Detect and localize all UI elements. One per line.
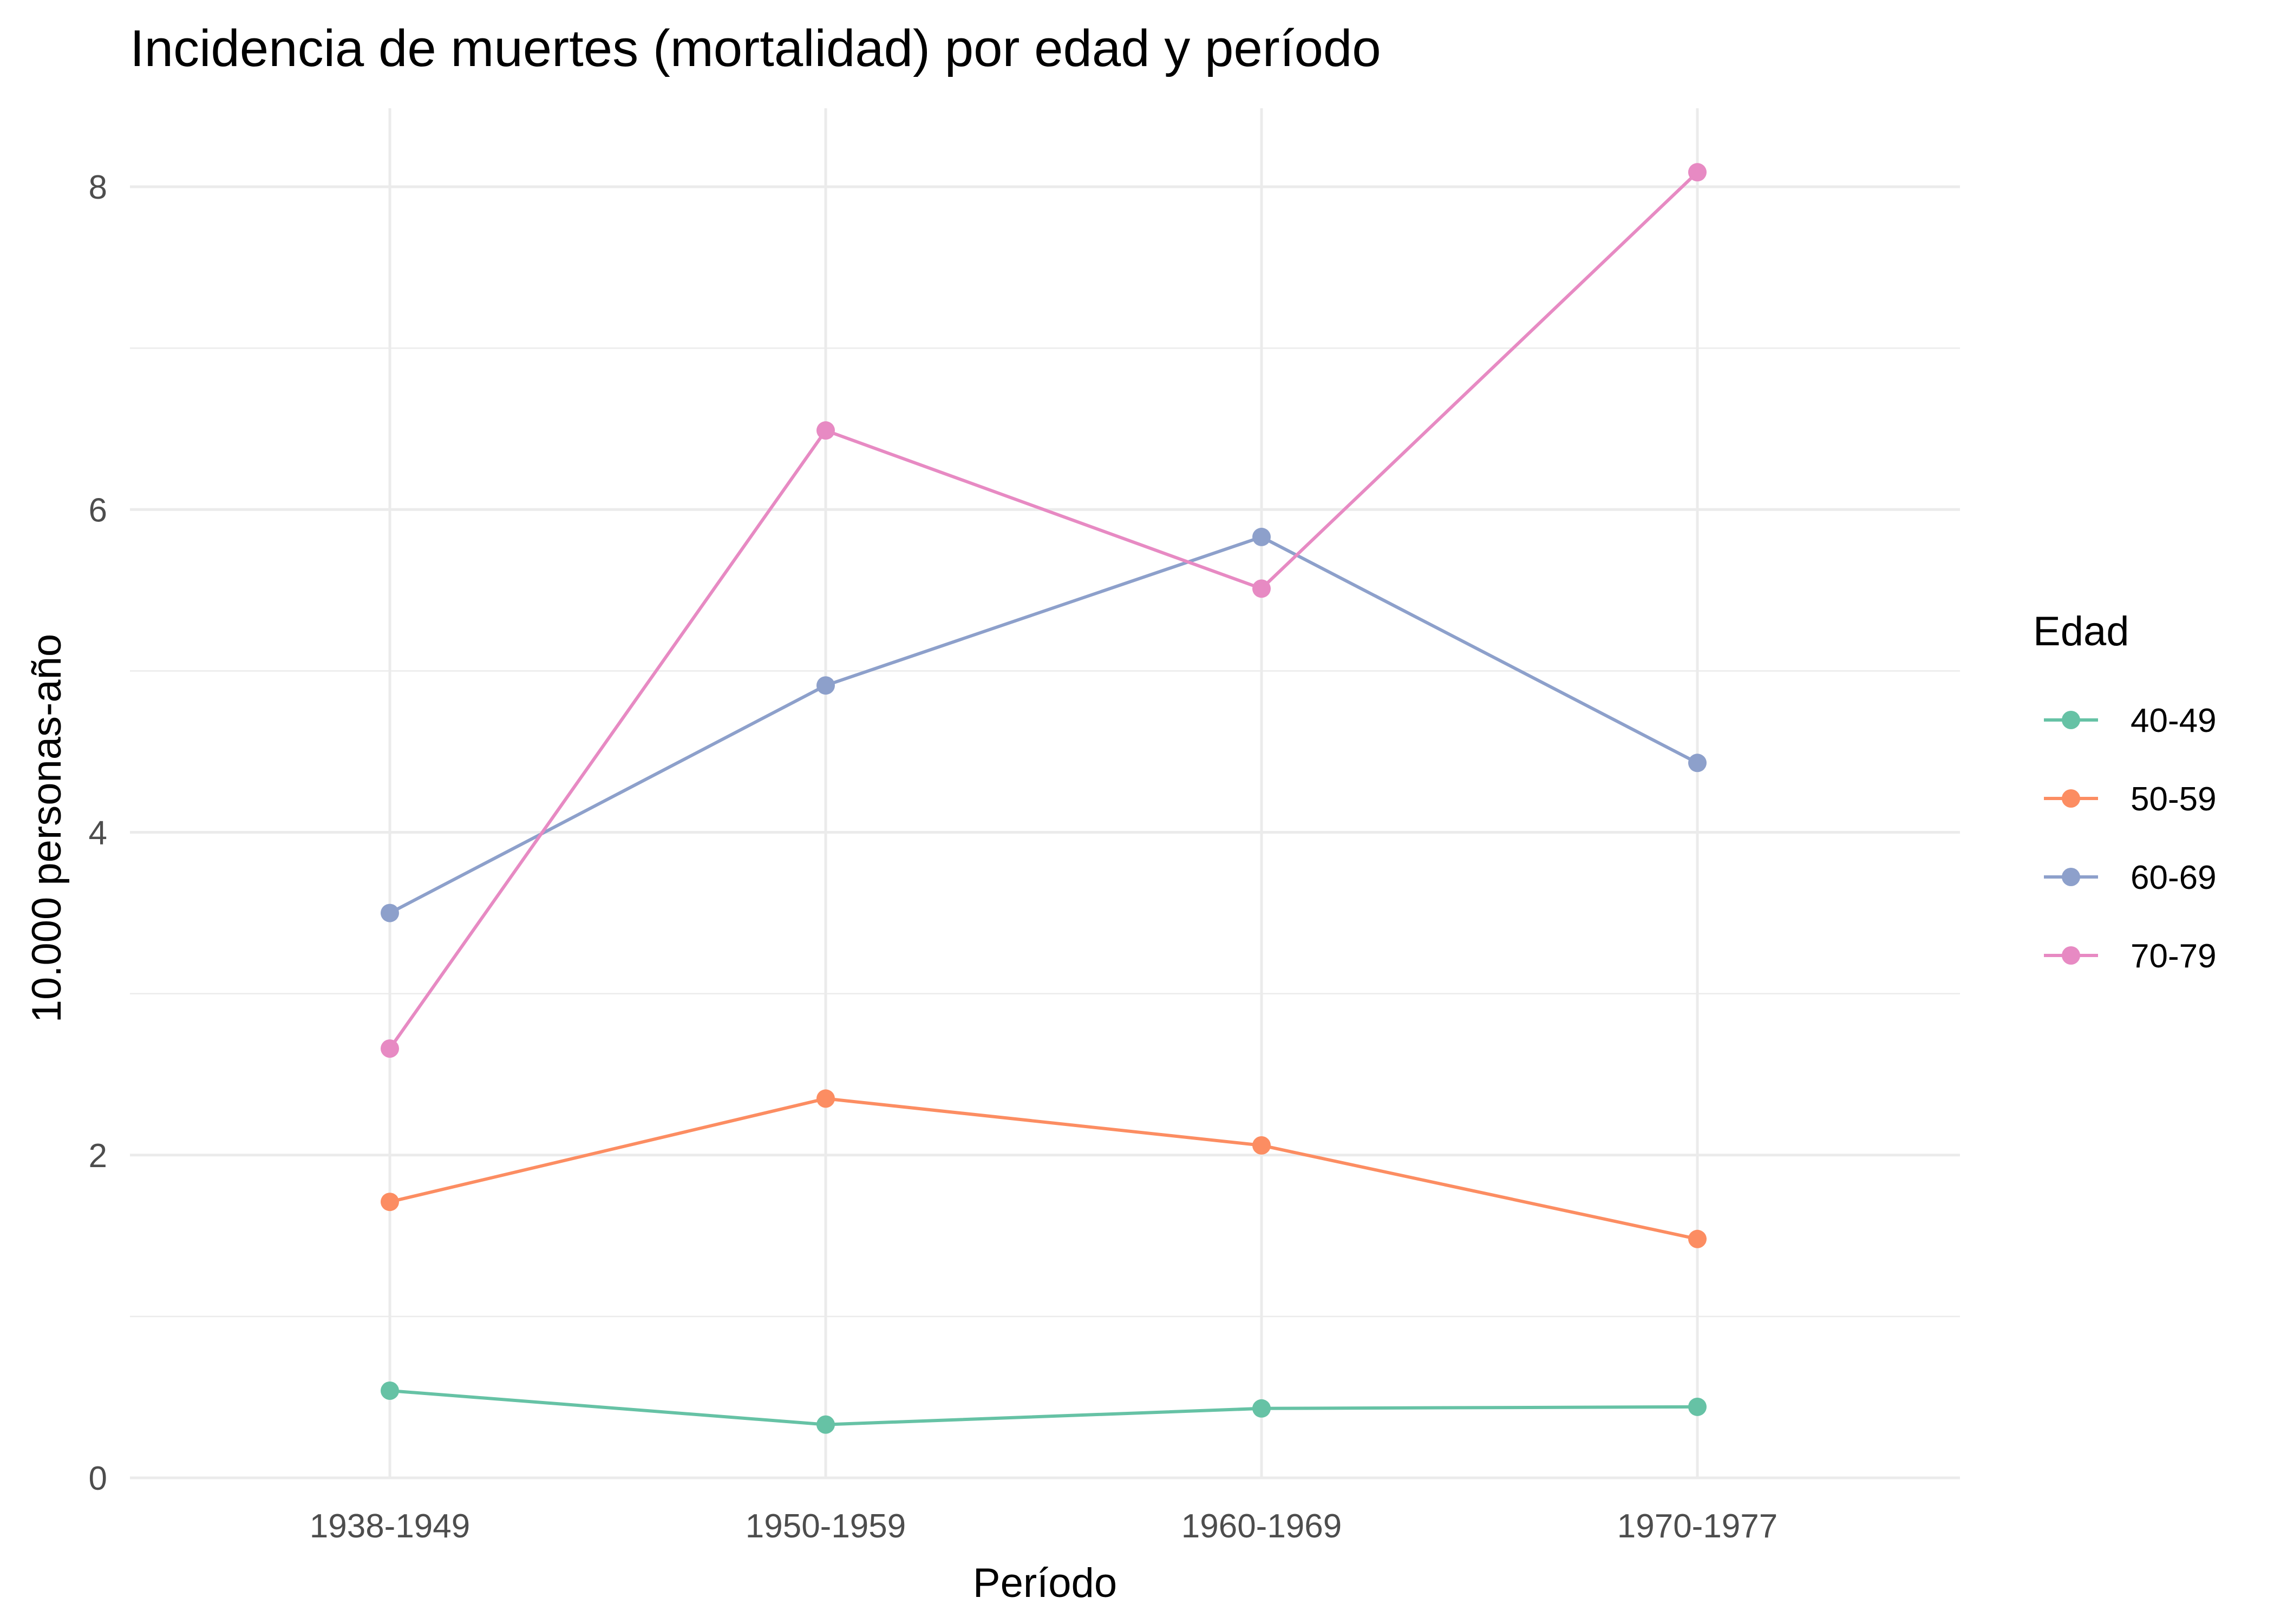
series-points (381, 163, 1707, 1434)
series-line-40-49 (389, 1389, 1698, 1426)
legend-key-point (2062, 789, 2080, 808)
chart-title: Incidencia de muertes (mortalidad) por e… (130, 19, 1381, 77)
data-point-40-49 (1252, 1399, 1271, 1418)
legend-item: 50-59 (2044, 781, 2217, 818)
series-line-50-59 (389, 1097, 1698, 1241)
legend-item: 60-69 (2044, 859, 2217, 896)
y-tick-label: 6 (89, 492, 107, 529)
legend-label: 40-49 (2131, 702, 2217, 739)
legend-label: 50-59 (2131, 781, 2217, 818)
data-point-50-59 (1252, 1136, 1271, 1155)
series-line-70-79 (388, 171, 1699, 1050)
x-tick-label: 1938-1949 (310, 1508, 471, 1545)
y-axis-title: 10.000 personas-año (24, 634, 70, 1023)
data-point-60-69 (1252, 527, 1271, 546)
grid-layer (130, 108, 1960, 1479)
y-tick-label: 4 (89, 815, 107, 852)
x-tick-label: 1950-1959 (746, 1508, 906, 1545)
data-point-50-59 (1688, 1229, 1707, 1248)
data-point-40-49 (816, 1415, 835, 1434)
legend-key-point (2062, 711, 2080, 729)
data-point-70-79 (381, 1039, 399, 1058)
series-line-60-69 (389, 535, 1698, 915)
data-point-50-59 (816, 1089, 835, 1108)
data-point-70-79 (1688, 163, 1707, 182)
legend: Edad 40-49 50-59 60-69 70-79 (2033, 608, 2217, 975)
data-point-70-79 (1252, 579, 1271, 598)
data-point-60-69 (1688, 754, 1707, 772)
x-tick-label: 1960-1969 (1181, 1508, 1342, 1545)
data-point-60-69 (381, 903, 399, 922)
legend-key-point (2062, 946, 2080, 965)
legend-label: 60-69 (2131, 859, 2217, 896)
tick-labels: 0 2 4 6 8 1938-1949 1950-1959 1960-1969 1970-197… (89, 169, 1778, 1545)
y-tick-label: 8 (89, 169, 107, 206)
series-lines (388, 171, 1699, 1426)
y-tick-label: 2 (89, 1137, 107, 1175)
x-tick-label: 1970-1977 (1617, 1508, 1778, 1545)
legend-item: 40-49 (2044, 702, 2217, 739)
data-point-70-79 (816, 421, 835, 440)
data-point-40-49 (1688, 1397, 1707, 1416)
legend-title: Edad (2033, 608, 2129, 654)
y-tick-label: 0 (89, 1460, 107, 1497)
legend-label: 70-79 (2131, 938, 2217, 975)
legend-key-point (2062, 868, 2080, 886)
legend-items: 40-49 50-59 60-69 70-79 (2044, 702, 2217, 975)
legend-item: 70-79 (2044, 938, 2217, 975)
data-point-40-49 (381, 1381, 399, 1400)
data-point-60-69 (816, 676, 835, 695)
data-point-50-59 (381, 1193, 399, 1212)
x-axis-title: Período (973, 1560, 1117, 1606)
